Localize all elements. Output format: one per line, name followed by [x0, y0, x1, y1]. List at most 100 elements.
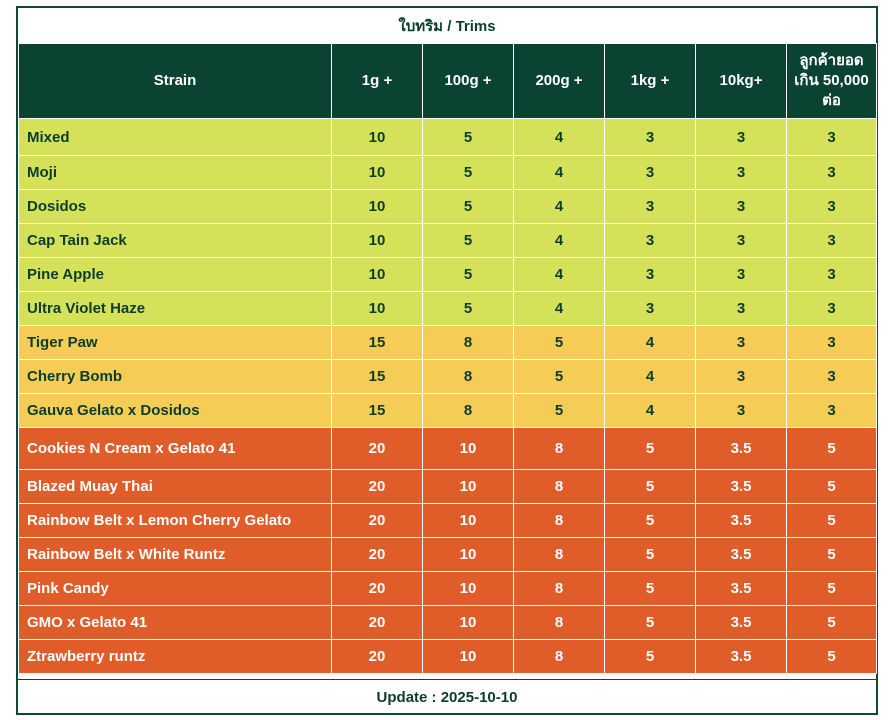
price-cell: 3.5	[695, 537, 787, 572]
price-cell: 20	[331, 605, 423, 640]
price-cell: 5	[513, 393, 605, 428]
price-cell: 8	[513, 427, 605, 470]
price-cell: 10	[422, 605, 514, 640]
header-100g: 100g +	[422, 43, 514, 119]
price-cell: 15	[331, 359, 423, 394]
strain-name: Ztrawberry runtz	[18, 639, 332, 674]
price-cell: 15	[331, 393, 423, 428]
table-row: Blazed Muay Thai 20 10 8 5 3.5 5	[18, 469, 877, 504]
price-cell: 5	[786, 469, 877, 504]
strain-name: Ultra Violet Haze	[18, 291, 332, 326]
price-cell: 4	[513, 257, 605, 292]
update-date: Update : 2025-10-10	[18, 679, 876, 714]
price-cell: 5	[604, 427, 696, 470]
price-cell: 3	[695, 189, 787, 224]
strain-name: Cherry Bomb	[18, 359, 332, 394]
price-cell: 10	[331, 291, 423, 326]
price-cell: 4	[513, 155, 605, 190]
strain-name: Mixed	[18, 118, 332, 156]
price-cell: 20	[331, 427, 423, 470]
price-cell: 4	[604, 393, 696, 428]
price-cell: 5	[604, 571, 696, 606]
strain-name: Gauva Gelato x Dosidos	[18, 393, 332, 428]
table-row: Ztrawberry runtz 20 10 8 5 3.5 5	[18, 639, 877, 674]
header-vip-customer: ลูกค้ายอด เกิน 50,000 ต่อ	[786, 43, 877, 119]
price-cell: 5	[422, 223, 514, 258]
price-cell: 10	[422, 571, 514, 606]
price-cell: 3.5	[695, 427, 787, 470]
price-cell: 3	[695, 223, 787, 258]
price-cell: 5	[513, 359, 605, 394]
price-cell: 5	[786, 427, 877, 470]
price-cell: 10	[331, 257, 423, 292]
price-cell: 4	[604, 325, 696, 360]
price-cell: 3	[604, 189, 696, 224]
price-cell: 10	[331, 118, 423, 156]
price-cell: 10	[422, 427, 514, 470]
price-cell: 5	[786, 571, 877, 606]
price-cell: 20	[331, 503, 423, 538]
strain-name: Cookies N Cream x Gelato 41	[18, 427, 332, 470]
table-row: Dosidos 10 5 4 3 3 3	[18, 189, 877, 224]
price-cell: 5	[604, 605, 696, 640]
price-cell: 4	[513, 118, 605, 156]
strain-name: Moji	[18, 155, 332, 190]
table-row: Cap Tain Jack 10 5 4 3 3 3	[18, 223, 877, 258]
price-cell: 3	[695, 155, 787, 190]
table-row: Rainbow Belt x Lemon Cherry Gelato 20 10 8 5…	[18, 503, 877, 538]
price-cell: 3	[695, 393, 787, 428]
price-cell: 5	[422, 257, 514, 292]
table-row: Ultra Violet Haze 10 5 4 3 3 3	[18, 291, 877, 326]
price-cell: 3	[695, 325, 787, 360]
table-row: Cherry Bomb 15 8 5 4 3 3	[18, 359, 877, 394]
sheet-title: ใบทริม / Trims	[398, 17, 496, 35]
price-cell: 3	[604, 291, 696, 326]
price-cell: 10	[422, 469, 514, 504]
price-cell: 10	[422, 503, 514, 538]
strain-name: Dosidos	[18, 189, 332, 224]
header-strain: Strain	[18, 43, 332, 119]
table-row: Mixed 10 5 4 3 3 3	[18, 118, 877, 156]
price-cell: 10	[331, 155, 423, 190]
price-cell: 5	[786, 639, 877, 674]
header-row: Strain 1g + 100g + 200g + 1kg + 10kg+ ลู…	[18, 43, 877, 119]
strain-name: Pink Candy	[18, 571, 332, 606]
header-1g: 1g +	[331, 43, 423, 119]
price-cell: 5	[786, 503, 877, 538]
price-cell: 3.5	[695, 639, 787, 674]
price-cell: 20	[331, 639, 423, 674]
price-cell: 8	[422, 393, 514, 428]
price-cell: 5	[422, 118, 514, 156]
price-cell: 3	[695, 359, 787, 394]
price-sheet: ใบทริม / Trims Strain 1g + 100g + 200g +…	[16, 6, 878, 715]
strain-name: Blazed Muay Thai	[18, 469, 332, 504]
price-cell: 4	[604, 359, 696, 394]
price-cell: 5	[604, 503, 696, 538]
strain-name: Rainbow Belt x Lemon Cherry Gelato	[18, 503, 332, 538]
table-row: Rainbow Belt x White Runtz 20 10 8 5 3.5 5	[18, 537, 877, 572]
price-cell: 5	[422, 291, 514, 326]
price-cell: 3	[695, 257, 787, 292]
price-cell: 10	[331, 223, 423, 258]
header-10kg: 10kg+	[695, 43, 787, 119]
price-cell: 8	[422, 325, 514, 360]
price-cell: 5	[786, 605, 877, 640]
price-cell: 5	[513, 325, 605, 360]
header-200g: 200g +	[513, 43, 605, 119]
price-cell: 3	[786, 155, 877, 190]
price-cell: 8	[513, 537, 605, 572]
price-cell: 3	[695, 291, 787, 326]
table-row: Cookies N Cream x Gelato 41 20 10 8 5 3.5 5	[18, 427, 877, 470]
price-cell: 8	[513, 469, 605, 504]
price-cell: 20	[331, 571, 423, 606]
price-cell: 8	[513, 639, 605, 674]
price-cell: 8	[513, 605, 605, 640]
price-cell: 3	[786, 257, 877, 292]
price-cell: 10	[422, 537, 514, 572]
table-row: Tiger Paw 15 8 5 4 3 3	[18, 325, 877, 360]
table-row: Gauva Gelato x Dosidos 15 8 5 4 3 3	[18, 393, 877, 428]
price-cell: 3	[786, 359, 877, 394]
price-cell: 3	[604, 257, 696, 292]
price-cell: 8	[513, 503, 605, 538]
price-cell: 3.5	[695, 503, 787, 538]
